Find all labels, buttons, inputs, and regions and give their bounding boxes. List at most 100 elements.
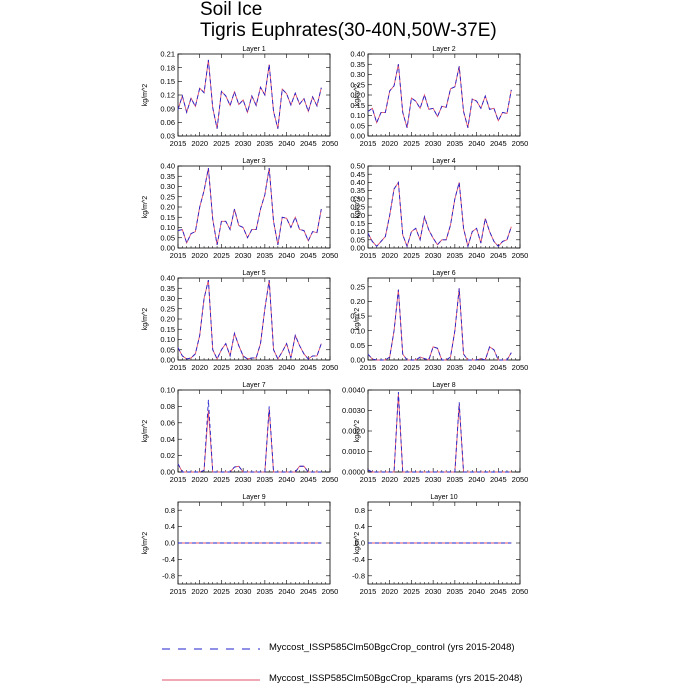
legend-label-kparams: Myccost_ISSP585Clm50BgcCrop_kparams (yrs… — [269, 673, 523, 684]
chart-panel-2: Layer 2 2015 2020 2025 2030 2035 2040 2045 2050 0… — [350, 46, 528, 148]
x-tick-label: 2050 — [322, 251, 339, 260]
x-tick-label: 2050 — [512, 475, 529, 484]
x-tick-label: 2015 — [170, 139, 187, 148]
x-tick-label: 2030 — [235, 251, 252, 260]
y-tick-label: 0.06 — [160, 418, 175, 427]
x-tick-label: 2045 — [490, 475, 507, 484]
x-tick-label: 2050 — [512, 139, 529, 148]
panel-title: Layer 8 — [432, 382, 455, 389]
y-tick-label: 0.30 — [350, 70, 365, 79]
y-tick-label: 0.35 — [350, 186, 365, 195]
plot-frame — [367, 53, 521, 137]
y-axis-label: kg/m^2 — [142, 196, 149, 218]
y-tick-label: 0.4 — [165, 522, 175, 531]
y-tick-label: 0.30 — [160, 294, 175, 303]
y-tick-label: 0.25 — [350, 282, 365, 291]
y-tick-label: 0.40 — [350, 50, 365, 59]
y-tick-label: 0.10 — [350, 227, 365, 236]
x-tick-label: 2020 — [381, 363, 398, 372]
chart-panel-5: Layer 5 2015 2020 2025 2030 2035 2040 2045 2050 0… — [142, 270, 338, 372]
x-tick-label: 2025 — [403, 363, 420, 372]
x-tick-label: 2035 — [257, 139, 274, 148]
x-tick-label: 2045 — [300, 587, 317, 596]
chart-panel-9: Layer 9 2015 2020 2025 2030 2035 2040 2045 2050 -… — [142, 494, 338, 596]
series-line-control — [177, 167, 322, 246]
x-tick-label: 2025 — [213, 251, 230, 260]
y-tick-label: 0.30 — [160, 182, 175, 191]
y-tick-label: 0.25 — [350, 80, 365, 89]
y-tick-label: 0.09 — [160, 104, 175, 113]
y-tick-label: 0.15 — [160, 77, 175, 86]
y-tick-label: 0.40 — [350, 178, 365, 187]
y-tick-label: 0.20 — [160, 315, 175, 324]
y-axis-label: kg/m^2 — [354, 532, 361, 554]
y-tick-label: 0.05 — [160, 233, 175, 242]
chart-panel-7: Layer 7 2015 2020 2025 2030 2035 2040 2045 2050 0… — [142, 382, 338, 484]
x-tick-label: 2020 — [381, 587, 398, 596]
y-tick-label: 0.02 — [160, 451, 175, 460]
x-tick-label: 2015 — [170, 363, 187, 372]
x-tick-label: 2045 — [490, 587, 507, 596]
y-axis-label: kg/m^2 — [142, 84, 149, 106]
y-tick-label: 0.10 — [160, 386, 175, 395]
x-tick-label: 2030 — [235, 139, 252, 148]
x-tick-label: 2025 — [403, 475, 420, 484]
x-tick-label: 2035 — [447, 139, 464, 148]
y-tick-label: 0.00 — [160, 244, 175, 253]
series-line-kparams — [367, 64, 512, 128]
x-tick-label: 2040 — [278, 251, 295, 260]
y-tick-label: 0.06 — [160, 118, 175, 127]
plot-frame — [177, 277, 331, 361]
chart-panel-3: Layer 3 2015 2020 2025 2030 2035 2040 2045 2050 0… — [142, 158, 338, 260]
panel-title: Layer 3 — [242, 158, 265, 165]
x-tick-label: 2040 — [468, 251, 485, 260]
series-line-kparams — [177, 279, 322, 361]
x-tick-label: 2035 — [257, 251, 274, 260]
y-axis-label: kg/m^2 — [354, 84, 361, 106]
x-tick-label: 2020 — [191, 251, 208, 260]
x-tick-label: 2015 — [360, 251, 377, 260]
y-tick-label: -0.4 — [162, 555, 175, 564]
chart-panel-10: Layer 10 2015 2020 2025 2030 2035 2040 2045 2050… — [352, 494, 528, 596]
x-tick-label: 2035 — [447, 587, 464, 596]
x-tick-label: 2015 — [360, 475, 377, 484]
x-tick-label: 2040 — [278, 587, 295, 596]
y-tick-label: 0.10 — [160, 335, 175, 344]
x-tick-label: 2025 — [213, 363, 230, 372]
y-tick-label: 0.20 — [350, 91, 365, 100]
x-tick-label: 2040 — [468, 587, 485, 596]
series-line-kparams — [367, 394, 512, 473]
y-tick-label: 0.0 — [355, 539, 365, 548]
series-line-kparams — [177, 59, 322, 129]
y-tick-label: 0.08 — [160, 402, 175, 411]
x-tick-label: 2035 — [447, 475, 464, 484]
y-tick-label: 0.05 — [350, 235, 365, 244]
plot-frame — [367, 389, 521, 473]
y-tick-label: 0.10 — [350, 111, 365, 120]
y-tick-label: -0.8 — [162, 571, 175, 580]
series-line-control — [367, 288, 512, 361]
legend-label-control: Myccost_ISSP585Clm50BgcCrop_control (yrs… — [269, 642, 515, 653]
x-tick-label: 2030 — [425, 251, 442, 260]
y-axis-label: kg/m^2 — [354, 196, 361, 218]
x-tick-label: 2045 — [300, 363, 317, 372]
y-tick-label: 0.15 — [350, 312, 365, 321]
y-tick-label: 0.00 — [160, 356, 175, 365]
x-tick-label: 2050 — [322, 363, 339, 372]
x-tick-label: 2030 — [235, 587, 252, 596]
chart-panel-6: Layer 6 2015 2020 2025 2030 2035 2040 2045 2050 0… — [350, 270, 528, 372]
x-tick-label: 2040 — [468, 363, 485, 372]
series-line-kparams — [177, 408, 322, 473]
y-tick-label: 0.05 — [350, 121, 365, 130]
y-tick-label: 0.00 — [350, 132, 365, 141]
y-tick-label: 0.10 — [350, 326, 365, 335]
series-line-control — [367, 181, 512, 249]
x-tick-label: 2025 — [403, 251, 420, 260]
y-tick-label: 0.50 — [350, 162, 365, 171]
y-tick-label: 0.20 — [160, 203, 175, 212]
x-tick-label: 2025 — [403, 139, 420, 148]
y-tick-label: 0.15 — [350, 101, 365, 110]
series-line-control — [367, 64, 512, 128]
